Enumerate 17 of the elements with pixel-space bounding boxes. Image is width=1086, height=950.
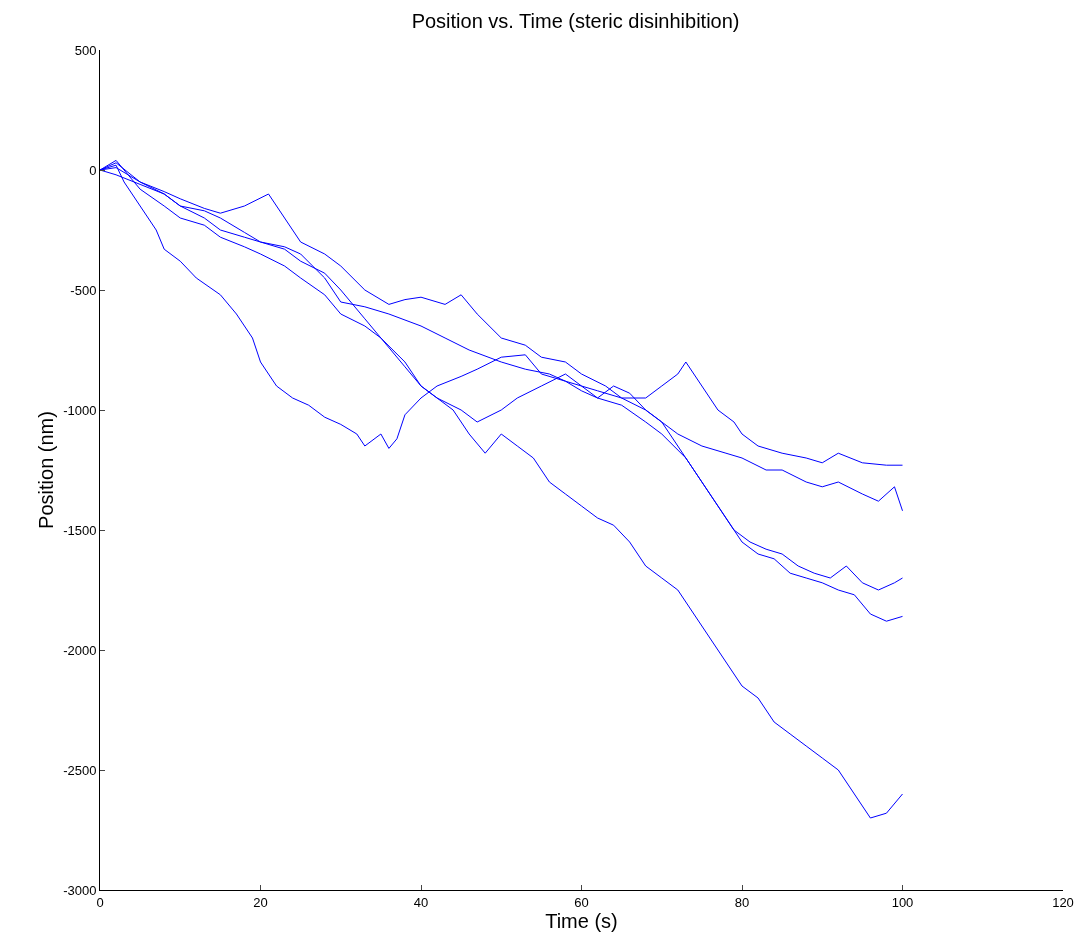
x-axis-title: Time (s) [545,909,618,932]
x-tick-label: 100 [891,894,914,910]
y-tick-label: -3000 [63,882,97,898]
x-tick-label: 40 [413,894,429,910]
y-tick-label: -500 [70,282,97,298]
y-tick-label: 0 [89,162,97,178]
y-tick-label: -2500 [63,762,97,778]
y-tick-label: 500 [74,42,97,58]
y-tick-label: -1500 [63,522,97,538]
y-tick-label: -2000 [63,642,97,658]
x-tick-label: 80 [734,894,750,910]
y-axis-title: Position (nm) [34,411,57,529]
y-tick-label: -1000 [63,402,97,418]
x-tick-label: 20 [253,894,268,910]
x-tick-label: 120 [1052,894,1074,910]
chart-title: Position vs. Time (steric disinhibition) [411,10,740,33]
x-tick-label: 60 [574,894,589,910]
